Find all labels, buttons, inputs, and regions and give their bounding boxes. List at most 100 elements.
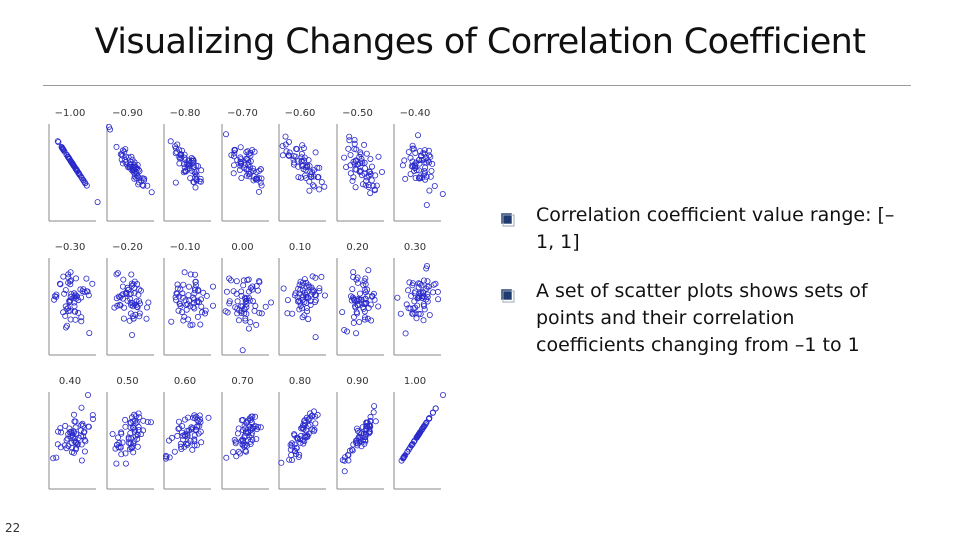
data-point	[423, 202, 430, 209]
scatter-panel: 0.20	[328, 242, 388, 356]
data-point	[197, 419, 204, 426]
data-point	[242, 298, 249, 305]
data-point	[181, 269, 188, 276]
data-point	[309, 273, 316, 280]
data-point	[245, 325, 252, 332]
data-point	[352, 437, 359, 444]
data-point	[403, 301, 410, 308]
data-point	[129, 281, 136, 288]
data-point	[427, 173, 434, 180]
data-point	[407, 171, 414, 178]
data-point	[67, 316, 74, 323]
data-point	[411, 290, 418, 297]
panel-label: 0.00	[231, 242, 254, 253]
data-point	[140, 177, 147, 184]
data-point	[232, 453, 239, 460]
panel-label: 1.00	[403, 376, 427, 387]
data-point	[375, 153, 382, 160]
scatter-panel: 0.80	[270, 376, 330, 490]
data-point	[415, 310, 422, 317]
data-point	[303, 283, 310, 290]
scatter-panel: 0.70	[213, 376, 273, 490]
data-point	[362, 426, 369, 433]
data-point	[424, 278, 431, 285]
data-point	[298, 158, 305, 165]
data-point	[63, 437, 70, 444]
data-point	[191, 438, 198, 445]
data-point	[304, 162, 311, 169]
data-point	[409, 145, 416, 152]
data-point	[306, 178, 313, 185]
data-point	[258, 182, 265, 189]
data-point	[189, 156, 196, 163]
data-point	[175, 418, 182, 425]
scatter-panel: 0.40	[40, 376, 100, 490]
data-point	[94, 199, 101, 206]
data-point	[126, 430, 133, 437]
data-point	[305, 157, 312, 164]
data-point	[400, 454, 407, 461]
data-point	[365, 184, 372, 191]
data-point	[364, 267, 371, 274]
data-point	[340, 154, 347, 161]
data-point	[399, 162, 406, 169]
data-point	[284, 297, 291, 304]
data-point	[401, 157, 408, 164]
data-point	[241, 306, 248, 313]
data-point	[286, 456, 293, 463]
data-point	[61, 148, 68, 155]
panel-label: −0.80	[169, 108, 201, 119]
data-point	[80, 429, 87, 436]
scatter-panel: 0.00	[213, 242, 274, 356]
data-point	[176, 146, 183, 153]
data-point	[244, 148, 251, 155]
data-point	[144, 299, 151, 306]
data-point	[316, 186, 323, 193]
data-point	[251, 176, 258, 183]
data-point	[203, 292, 210, 299]
data-point	[89, 280, 96, 287]
data-point	[370, 409, 377, 416]
data-point	[297, 286, 304, 293]
data-point	[279, 142, 286, 149]
data-point	[62, 324, 69, 331]
data-point	[257, 179, 264, 186]
data-point	[72, 275, 79, 282]
scatter-panel: −0.50	[328, 108, 388, 222]
data-point	[420, 289, 427, 296]
data-point	[194, 313, 201, 320]
data-point	[132, 164, 139, 171]
data-point	[126, 295, 133, 302]
data-point	[348, 286, 355, 293]
data-point	[409, 280, 416, 287]
data-point	[78, 318, 85, 325]
data-point	[362, 281, 369, 288]
data-point	[132, 433, 139, 440]
data-point	[191, 436, 198, 443]
data-point	[423, 265, 430, 272]
data-point	[423, 263, 430, 269]
data-point	[289, 310, 296, 317]
data-point	[127, 271, 134, 278]
scatter-panel: 0.90	[328, 376, 388, 490]
data-point	[257, 424, 264, 431]
panel-label: 0.40	[58, 376, 82, 387]
data-point	[77, 433, 84, 440]
data-point	[309, 426, 316, 433]
data-point	[240, 277, 247, 284]
data-point	[405, 446, 412, 453]
data-point	[63, 445, 70, 452]
data-point	[298, 150, 305, 157]
data-point	[117, 444, 124, 451]
data-point	[126, 317, 133, 324]
data-point	[181, 443, 188, 450]
panel-label: 0.20	[346, 242, 369, 253]
data-point	[116, 302, 123, 309]
data-point	[301, 432, 308, 439]
slide-title: Visualizing Changes of Correlation Coeff…	[94, 22, 866, 62]
data-point	[187, 322, 194, 329]
data-point	[258, 175, 265, 182]
data-point	[356, 149, 363, 156]
data-point	[241, 315, 248, 322]
scatter-panel: −0.90	[98, 108, 158, 222]
